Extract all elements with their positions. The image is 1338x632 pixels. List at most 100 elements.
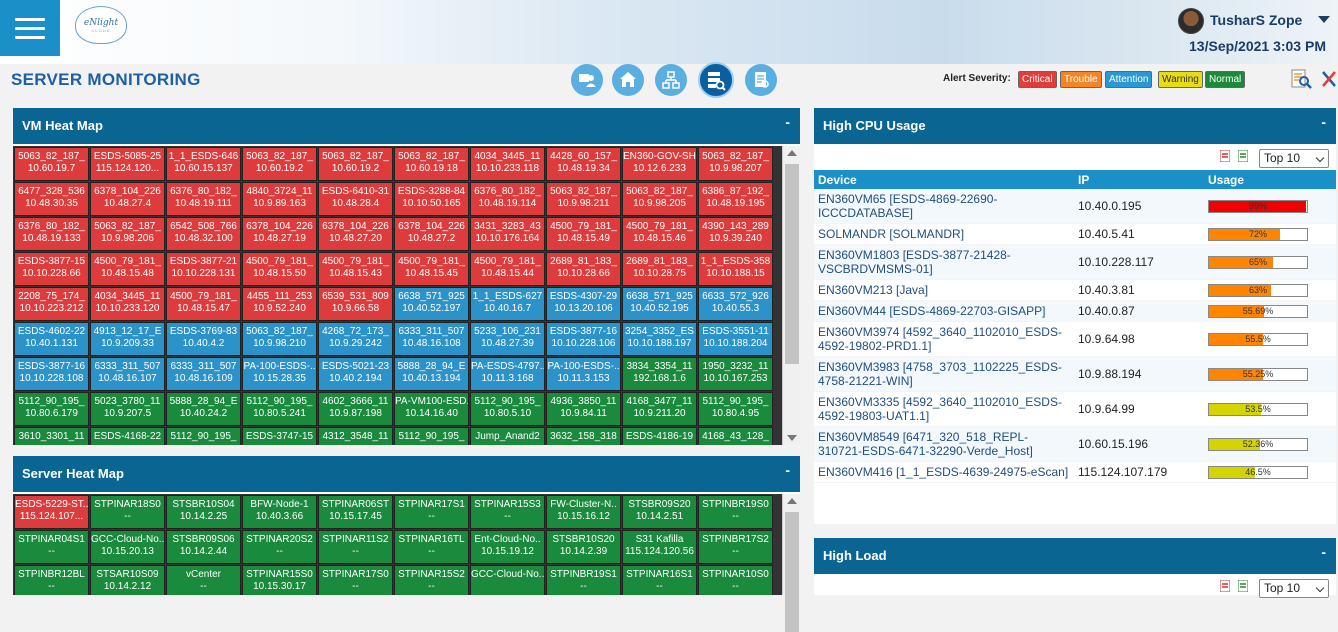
- heatmap-tile[interactable]: 4428_60_157_ 10.48.19.34: [546, 147, 621, 181]
- device-name[interactable]: EN360VM65 [ESDS-4869-22690-ICCCDATABASE]: [814, 189, 1074, 224]
- network-topology-icon[interactable]: [655, 64, 687, 96]
- heatmap-tile[interactable]: ESDS-4168-22: [90, 427, 165, 445]
- heatmap-tile[interactable]: 5063_82_187_ 10.9.98.207: [698, 147, 773, 181]
- heatmap-tile[interactable]: 5233_106_231 10.48.27.39: [470, 322, 545, 356]
- heatmap-tile[interactable]: STPINAR20S2 --: [242, 530, 317, 564]
- heatmap-tile[interactable]: 6378_104_226 10.48.27.2: [394, 217, 469, 251]
- device-name[interactable]: EN360VM3974 [4592_3640_1102010_ESDS-4592…: [814, 321, 1074, 357]
- heatmap-tile[interactable]: 6378_104_226 10.48.27.20: [318, 217, 393, 251]
- heatmap-tile[interactable]: 1_1_ESDS-358 10.10.188.15: [698, 252, 773, 286]
- heatmap-tile[interactable]: 6333_311_507 10.48.16.107: [90, 357, 165, 391]
- scroll-up-icon[interactable]: [787, 498, 797, 504]
- heatmap-tile[interactable]: 5063_82_187_ 10.9.98.206: [90, 217, 165, 251]
- heatmap-tile[interactable]: ESDS-3877-15 10.10.228.66: [14, 252, 89, 286]
- column-ip[interactable]: IP: [1074, 170, 1204, 189]
- user-name[interactable]: TusharS Zope: [1210, 12, 1303, 28]
- load-top-select[interactable]: Top 10: [1259, 579, 1329, 598]
- heatmap-tile[interactable]: ESDS-4602-22 10.40.1.131: [14, 322, 89, 356]
- heatmap-tile[interactable]: 6378_104_226 10.48.27.4: [90, 182, 165, 216]
- heatmap-tile[interactable]: 5063_82_187_ 10.60.19.18: [394, 147, 469, 181]
- heatmap-tile[interactable]: PA-100-ESDS-.. 10.11.3.153: [546, 357, 621, 391]
- heatmap-tile[interactable]: 5888_28_94_E 10.40.24.2: [166, 392, 241, 426]
- heatmap-tile[interactable]: 4500_79_181_ 10.48.15.45: [394, 252, 469, 286]
- heatmap-tile[interactable]: ESDS-5085-25 115.124.120...: [90, 147, 165, 181]
- heatmap-tile[interactable]: 6378_104_226 10.48.27.19: [242, 217, 317, 251]
- device-name[interactable]: SOLMANDR [SOLMANDR]: [814, 223, 1074, 245]
- heatmap-tile[interactable]: 6333_311_507 10.48.16.109: [166, 357, 241, 391]
- heatmap-tile[interactable]: 4034_3445_11 10.10.233.118: [470, 147, 545, 181]
- device-name[interactable]: EN360VM1803 [ESDS-3877-21428-VSCBRDVMSMS…: [814, 244, 1074, 280]
- heatmap-tile[interactable]: 1_1_ESDS-646 10.60.15.137: [166, 147, 241, 181]
- heatmap-tile[interactable]: STSBR10S20 10.14.2.39: [546, 530, 621, 564]
- heatmap-tile[interactable]: STPINAR06ST 10.15.17.45: [318, 495, 393, 529]
- heatmap-tile[interactable]: ESDS-3877-16 10.10.228.108: [14, 357, 89, 391]
- device-name[interactable]: EN360VM3335 [4592_3640_1102010_ESDS-4592…: [814, 391, 1074, 427]
- minimize-icon[interactable]: -: [785, 462, 790, 478]
- heatmap-tile[interactable]: 5112_90_195_: [166, 427, 241, 445]
- minimize-icon[interactable]: -: [785, 114, 790, 130]
- heatmap-tile[interactable]: 6333_311_507 10.48.16.108: [394, 322, 469, 356]
- table-row[interactable]: EN360VM213 [Java] 10.40.3.81 63%: [814, 279, 1336, 301]
- heatmap-tile[interactable]: 6633_572_926 10.40.55.3: [698, 287, 773, 321]
- heatmap-tile[interactable]: 4312_3548_11: [318, 427, 393, 445]
- minimize-icon[interactable]: -: [1321, 544, 1326, 560]
- table-row[interactable]: EN360VM8549 [6471_320_518_REPL-310721-ES…: [814, 426, 1336, 462]
- heatmap-tile[interactable]: 3834_3354_11 192.168.1.6: [622, 357, 697, 391]
- heatmap-tile[interactable]: 5112_90_195_ 10.80.4.95: [698, 392, 773, 426]
- heatmap-tile[interactable]: 6376_80_182_ 10.48.19.133: [14, 217, 89, 251]
- heatmap-tile[interactable]: 5112_90_195_ 10.80.6.179: [14, 392, 89, 426]
- heatmap-tile[interactable]: STPINBR17S2 --: [698, 530, 773, 564]
- heatmap-tile[interactable]: STPINAR16S1 --: [622, 565, 697, 595]
- heatmap-tile[interactable]: 4034_3445_11 10.10.233.120: [90, 287, 165, 321]
- heatmap-tile[interactable]: ESDS-5229-ST.. 115.124.107...: [14, 495, 89, 529]
- heatmap-tile[interactable]: 3632_158_318: [546, 427, 621, 445]
- column-device[interactable]: Device: [814, 170, 1074, 189]
- heatmap-tile[interactable]: 2208_75_174_ 10.10.223.212: [14, 287, 89, 321]
- heatmap-tile[interactable]: 5023_3780_11 10.9.207.5: [90, 392, 165, 426]
- heatmap-tile[interactable]: 6638_571_925 10.40.52.197: [394, 287, 469, 321]
- heatmap-tile[interactable]: 4500_79_181_ 10.48.15.44: [470, 252, 545, 286]
- heatmap-tile[interactable]: PA-100-ESDS-.. 10.15.28.35: [242, 357, 317, 391]
- heatmap-tile[interactable]: 5063_82_187_ 10.60.19.2: [318, 147, 393, 181]
- scroll-thumb[interactable]: [785, 512, 799, 632]
- heatmap-tile[interactable]: ESDS-4307-29 10.13.20.106: [546, 287, 621, 321]
- heatmap-tile[interactable]: STPINAR04S1 --: [14, 530, 89, 564]
- heatmap-tile[interactable]: ESDS-5021-23 10.40.2.194: [318, 357, 393, 391]
- heatmap-tile[interactable]: STSBR09S06 10.14.2.44: [166, 530, 241, 564]
- heatmap-tile[interactable]: 4455_111_253 10.9.52.240: [242, 287, 317, 321]
- heatmap-tile[interactable]: 5063_82_187_ 10.60.19.2: [242, 147, 317, 181]
- heatmap-tile[interactable]: BFW-Node-1 10.40.3.66: [242, 495, 317, 529]
- column-usage[interactable]: Usage: [1204, 170, 1336, 189]
- heatmap-tile[interactable]: GCC-Cloud-No.. 10.15.20.13: [90, 530, 165, 564]
- table-row[interactable]: EN360VM3974 [4592_3640_1102010_ESDS-4592…: [814, 321, 1336, 357]
- heatmap-tile[interactable]: 4500_79_181_ 10.48.15.43: [318, 252, 393, 286]
- heatmap-tile[interactable]: STPINBR19S1 --: [546, 565, 621, 595]
- heatmap-tile[interactable]: STPINAR15S3 --: [470, 495, 545, 529]
- heatmap-tile[interactable]: 6376_80_182_ 10.48.19.114: [470, 182, 545, 216]
- heatmap-tile[interactable]: 4500_79_181_ 10.48.15.48: [90, 252, 165, 286]
- heatmap-tile[interactable]: STPINAR16TL --: [394, 530, 469, 564]
- heatmap-tile[interactable]: 5112_90_195_ 10.80.5.10: [470, 392, 545, 426]
- table-row[interactable]: EN360VM65 [ESDS-4869-22690-ICCCDATABASE]…: [814, 189, 1336, 224]
- device-name[interactable]: EN360VM416 [1_1_ESDS-4639-24975-eScan]: [814, 461, 1074, 483]
- report-search-icon[interactable]: [1290, 68, 1312, 90]
- table-row[interactable]: EN360VM416 [1_1_ESDS-4639-24975-eScan] 11…: [814, 461, 1336, 483]
- heatmap-tile[interactable]: Ent-Cloud-No.. 10.15.19.12: [470, 530, 545, 564]
- pdf-export-icon[interactable]: [1220, 150, 1230, 162]
- heatmap-tile[interactable]: 5063_82_187_ 10.9.98.211: [546, 182, 621, 216]
- heatmap-tile[interactable]: GCC-Cloud-No..: [470, 565, 545, 595]
- heatmap-tile[interactable]: 4913_12_17_E 10.9.209.33: [90, 322, 165, 356]
- heatmap-tile[interactable]: ESDS-3288-84 10.10.50.165: [394, 182, 469, 216]
- heatmap-tile[interactable]: 4500_79_181_ 10.48.15.49: [546, 217, 621, 251]
- heatmap-tile[interactable]: STPINAR17S1 --: [394, 495, 469, 529]
- chevron-down-icon[interactable]: [1318, 16, 1330, 23]
- user-monitor-icon[interactable]: [571, 64, 603, 96]
- heatmap-tile[interactable]: 5112_90_195_: [394, 427, 469, 445]
- heatmap-tile[interactable]: 5063_82_187_ 10.9.98.210: [242, 322, 317, 356]
- heatmap-tile[interactable]: STPINAR10S0 --: [698, 565, 773, 595]
- heatmap-tile[interactable]: 3610_3301_11: [14, 427, 89, 445]
- heatmap-tile[interactable]: 4390_143_289 10.9.39.240: [698, 217, 773, 251]
- settings-tools-icon[interactable]: [1320, 68, 1338, 90]
- heatmap-tile[interactable]: 6542_508_766 10.48.32.100: [166, 217, 241, 251]
- heatmap-tile[interactable]: 4168_3477_11 10.9.211.20: [622, 392, 697, 426]
